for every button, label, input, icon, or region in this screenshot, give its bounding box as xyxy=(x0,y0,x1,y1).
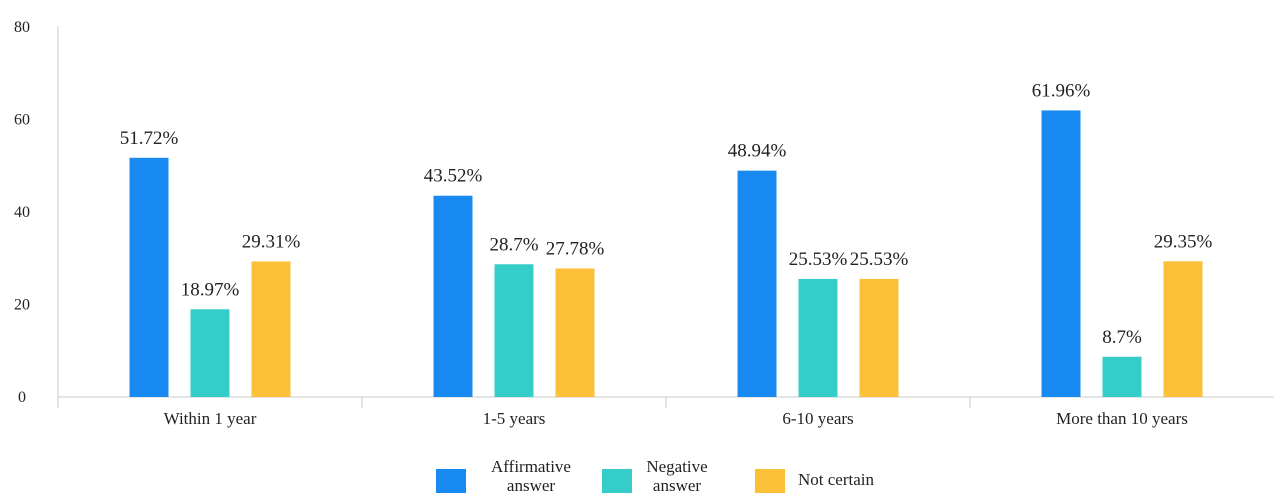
bar xyxy=(798,278,838,397)
data-label: 29.35% xyxy=(1154,231,1213,252)
bar xyxy=(251,261,291,397)
data-label: 25.53% xyxy=(850,249,909,270)
data-label: 48.94% xyxy=(728,141,787,162)
legend-swatch xyxy=(602,469,632,493)
data-label: 25.53% xyxy=(789,249,848,270)
y-tick-label: 60 xyxy=(14,112,30,129)
legend-label: Not certain xyxy=(798,470,874,489)
y-tick-label: 40 xyxy=(14,204,30,221)
data-labels: 51.72% 43.52% 48.94% 61.96% 18.97% 28.7% 25.53… xyxy=(120,80,1213,347)
data-label: 28.7% xyxy=(489,234,538,255)
bar xyxy=(555,268,595,397)
x-category-label: 1-5 years xyxy=(483,409,546,428)
data-label: 8.7% xyxy=(1102,327,1142,348)
legend-label: answer xyxy=(653,476,701,495)
x-category-label: Within 1 year xyxy=(164,409,257,428)
legend-label: Negative xyxy=(646,457,707,476)
bar xyxy=(190,309,230,397)
y-tick-label: 80 xyxy=(14,19,30,36)
x-category-label: More than 10 years xyxy=(1056,409,1188,428)
data-label: 43.52% xyxy=(424,166,483,187)
bar xyxy=(494,264,534,397)
data-label: 29.31% xyxy=(242,231,301,252)
bar xyxy=(859,278,899,397)
y-tick-label: 0 xyxy=(18,389,26,406)
legend-label: Affirmative xyxy=(491,457,571,476)
y-tick-label: 20 xyxy=(14,297,30,314)
x-category-label: 6-10 years xyxy=(782,409,853,428)
data-label: 18.97% xyxy=(181,279,240,300)
data-label: 27.78% xyxy=(546,239,605,260)
bars xyxy=(129,110,1203,397)
bar xyxy=(1163,261,1203,397)
legend-label: answer xyxy=(507,476,555,495)
legend-swatch xyxy=(755,469,785,493)
bar xyxy=(433,195,473,397)
data-label: 51.72% xyxy=(120,128,179,149)
bar xyxy=(1041,110,1081,397)
legend-swatch xyxy=(436,469,466,493)
bar xyxy=(737,170,777,397)
data-label: 61.96% xyxy=(1032,80,1091,101)
bar xyxy=(1102,356,1142,397)
bar xyxy=(129,157,169,397)
